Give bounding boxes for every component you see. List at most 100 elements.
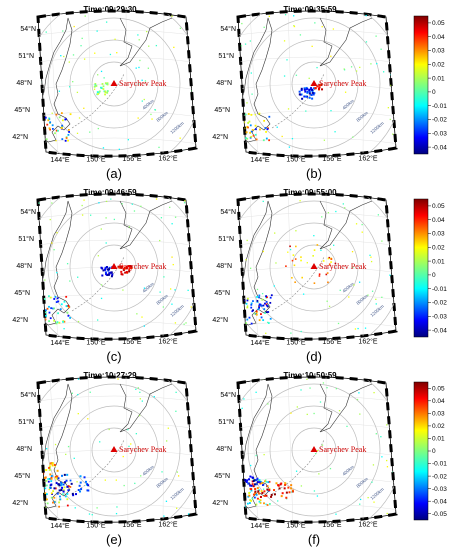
tec-point bbox=[106, 91, 109, 94]
tec-point bbox=[141, 79, 143, 81]
tec-point bbox=[255, 310, 258, 313]
colorbar-tick-label: 0.03 bbox=[432, 48, 445, 55]
tec-point bbox=[66, 311, 69, 314]
tec-point bbox=[377, 214, 380, 216]
tec-point bbox=[250, 489, 253, 492]
tec-point bbox=[104, 268, 107, 271]
tec-point bbox=[256, 487, 259, 490]
tec-point bbox=[115, 479, 117, 481]
peak-label: Sarychev Peak bbox=[319, 79, 366, 88]
colorbar-tick-label: 0 bbox=[432, 89, 436, 96]
tec-point bbox=[159, 291, 161, 293]
tec-point bbox=[44, 487, 47, 490]
longitude-line bbox=[87, 377, 94, 523]
tec-point bbox=[355, 70, 358, 72]
colorbar-tick-label: 0 bbox=[432, 272, 436, 279]
latitude-line bbox=[38, 395, 196, 403]
longitude-line bbox=[198, 376, 202, 526]
tec-point bbox=[321, 216, 323, 218]
tec-point bbox=[290, 487, 293, 490]
latitude-label: 54°N bbox=[20, 208, 36, 216]
tec-point bbox=[31, 319, 32, 320]
coastline bbox=[119, 383, 173, 433]
latitude-label: 54°N bbox=[220, 208, 236, 216]
latitude-label: 51°N bbox=[218, 418, 234, 426]
tec-point bbox=[280, 482, 283, 485]
tec-point bbox=[299, 34, 302, 36]
tec-point bbox=[146, 30, 148, 33]
distance-ring bbox=[47, 200, 181, 334]
tec-point bbox=[250, 488, 253, 491]
colorbar-tick-label: 0.05 bbox=[432, 385, 445, 392]
tec-point bbox=[139, 391, 141, 393]
longitude-label: 156°E bbox=[122, 338, 141, 346]
latitude-line bbox=[238, 422, 396, 430]
tec-point bbox=[76, 91, 79, 94]
tec-point bbox=[50, 480, 53, 483]
tec-point bbox=[238, 479, 240, 481]
tec-point bbox=[172, 263, 174, 266]
tec-point bbox=[49, 317, 52, 320]
tec-point bbox=[153, 396, 155, 398]
tec-point bbox=[83, 199, 85, 201]
tec-point bbox=[254, 488, 257, 491]
tec-point bbox=[265, 494, 268, 497]
tec-point bbox=[60, 303, 63, 306]
tec-point bbox=[58, 90, 61, 92]
tec-point bbox=[174, 322, 177, 324]
tec-point bbox=[239, 127, 241, 129]
tec-point bbox=[33, 455, 34, 456]
tec-point bbox=[44, 492, 47, 495]
tec-point bbox=[285, 496, 288, 499]
colorbar-tick-label: 0.05 bbox=[432, 20, 445, 27]
tec-point bbox=[144, 80, 147, 82]
tec-point bbox=[49, 478, 51, 480]
colorbar-gradient bbox=[413, 381, 429, 521]
tec-point bbox=[265, 295, 267, 298]
tec-point bbox=[148, 45, 150, 47]
tec-point bbox=[290, 484, 293, 487]
colorbar-tick-label: -0.03 bbox=[432, 314, 447, 321]
tec-point bbox=[264, 312, 266, 314]
tec-point bbox=[135, 388, 137, 390]
tec-point bbox=[380, 48, 382, 50]
longitude-line bbox=[125, 11, 129, 157]
tec-point bbox=[171, 303, 173, 305]
tec-point bbox=[66, 504, 69, 507]
tec-point bbox=[94, 83, 97, 85]
tec-point bbox=[284, 482, 287, 485]
tec-point bbox=[249, 40, 252, 42]
tec-point bbox=[245, 131, 248, 134]
tec-point bbox=[56, 297, 59, 300]
tec-point bbox=[61, 119, 64, 122]
tec-point bbox=[283, 75, 286, 77]
tec-point bbox=[273, 489, 276, 492]
tec-point bbox=[81, 37, 83, 40]
tec-point bbox=[74, 493, 77, 496]
tec-point bbox=[39, 296, 42, 299]
tec-point bbox=[258, 500, 261, 503]
tec-point bbox=[130, 265, 133, 268]
panel-title: Time:09:46:59 bbox=[83, 188, 137, 197]
volcano-marker bbox=[110, 263, 118, 269]
tec-point bbox=[45, 31, 47, 33]
longitude-line bbox=[49, 377, 59, 523]
latitude-label: 51°N bbox=[18, 418, 34, 426]
tec-point bbox=[245, 137, 247, 140]
tec-point bbox=[139, 398, 141, 400]
tec-point bbox=[130, 266, 133, 269]
tec-point bbox=[300, 87, 303, 90]
latitude-label: 51°N bbox=[18, 235, 34, 243]
tec-point bbox=[249, 124, 252, 127]
tec-point bbox=[281, 492, 284, 495]
tec-point bbox=[62, 483, 65, 486]
latitude-label: 42°N bbox=[212, 133, 228, 141]
tec-point bbox=[258, 492, 261, 495]
tec-point bbox=[45, 309, 47, 312]
tec-point bbox=[62, 489, 65, 491]
tec-point bbox=[241, 279, 243, 281]
tec-point bbox=[304, 90, 307, 93]
tec-point bbox=[62, 30, 64, 32]
tec-point bbox=[127, 429, 129, 431]
distance-ring bbox=[291, 61, 337, 107]
